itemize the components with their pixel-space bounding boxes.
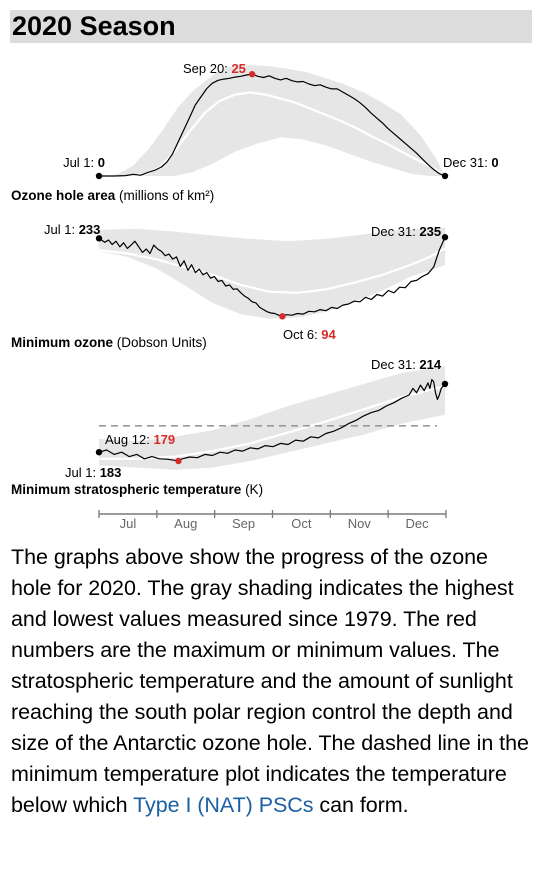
historical-range-band (99, 227, 445, 319)
season-header: 2020 Season (10, 10, 532, 43)
description-tail: can form. (313, 793, 409, 817)
month-label-nov: Nov (348, 516, 372, 531)
start-point (95, 449, 103, 456)
max-point (248, 71, 256, 78)
mean-line (98, 247, 446, 294)
minimum-ozone-series-line (98, 236, 446, 317)
month-label-dec: Dec (406, 516, 430, 531)
chart-title: Minimum ozone (Dobson Units) (11, 335, 207, 350)
month-label-jul: Jul (120, 516, 137, 531)
start-point (95, 235, 103, 242)
end-point (441, 380, 449, 388)
end-label: Dec 31: 0 (443, 155, 499, 170)
max-label: Sep 20: 25 (183, 61, 246, 76)
month-axis: Jul Aug Sep Oct Nov Dec (98, 510, 447, 531)
start-label: Jul 1: 233 (44, 222, 100, 237)
ozone-hole-area-chart: Jul 1: 0 Dec 31: 0 Sep 20: 25 Ozone hole… (11, 61, 499, 203)
historical-range-band (99, 366, 445, 470)
mean-line (99, 91, 446, 178)
month-label-aug: Aug (174, 516, 197, 531)
min-point (279, 313, 286, 320)
chart-title: Minimum stratospheric temperature (K) (11, 482, 263, 497)
psc-link[interactable]: Type I (NAT) PSCs (133, 793, 314, 817)
min-label: Oct 6: 94 (283, 327, 337, 342)
month-label-oct: Oct (291, 516, 312, 531)
minimum-temperature-chart: Dec 31: 214 Aug 12: 179 Jul 1: 183 Minim… (11, 357, 449, 497)
month-label-sep: Sep (232, 516, 255, 531)
ozone-area-series-line (99, 73, 446, 177)
historical-range-band (99, 65, 445, 176)
end-label: Dec 31: 214 (371, 357, 442, 372)
min-label: Aug 12: 179 (105, 432, 175, 447)
chart-title: Ozone hole area (millions of km²) (11, 188, 214, 203)
page-title: 2020 Season (12, 11, 176, 41)
end-point (441, 234, 449, 241)
description-paragraph: The graphs above show the progress of th… (11, 542, 533, 821)
end-point (441, 172, 449, 180)
end-label: Dec 31: 235 (371, 224, 441, 239)
description-text: The graphs above show the progress of th… (11, 545, 529, 817)
temperature-series-line (98, 379, 446, 462)
min-point (175, 457, 182, 465)
start-label: Jul 1: 0 (63, 155, 105, 170)
start-point (95, 172, 103, 180)
minimum-ozone-chart: Jul 1: 233 Dec 31: 235 Oct 6: 94 Minimum… (11, 222, 449, 350)
start-label: Jul 1: 183 (65, 465, 121, 480)
